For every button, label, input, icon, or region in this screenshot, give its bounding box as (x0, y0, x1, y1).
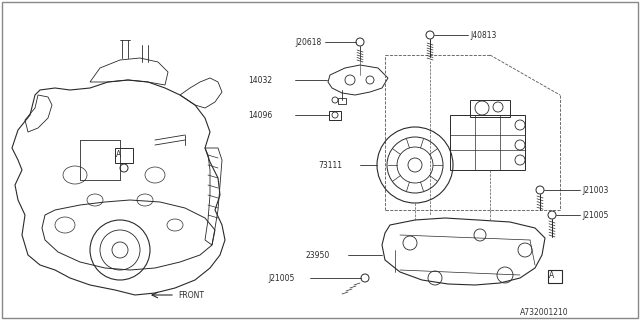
Text: 14032: 14032 (248, 76, 272, 85)
Bar (450, 115, 525, 170)
Text: A: A (549, 271, 554, 280)
Text: J40813: J40813 (470, 31, 497, 40)
Text: 23950: 23950 (305, 251, 329, 260)
Text: J21003: J21003 (582, 186, 609, 195)
Text: FRONT: FRONT (178, 291, 204, 300)
Text: A: A (116, 150, 121, 159)
Text: 73111: 73111 (318, 161, 342, 170)
Bar (470, 100, 510, 117)
Bar (329, 111, 341, 120)
Text: 14096: 14096 (248, 111, 272, 120)
Text: A732001210: A732001210 (520, 308, 568, 317)
Bar (338, 98, 346, 104)
Bar (548, 270, 562, 283)
Text: J21005: J21005 (582, 211, 609, 220)
Bar (115, 148, 133, 163)
Text: J20618: J20618 (295, 38, 321, 47)
Text: J21005: J21005 (268, 274, 294, 283)
